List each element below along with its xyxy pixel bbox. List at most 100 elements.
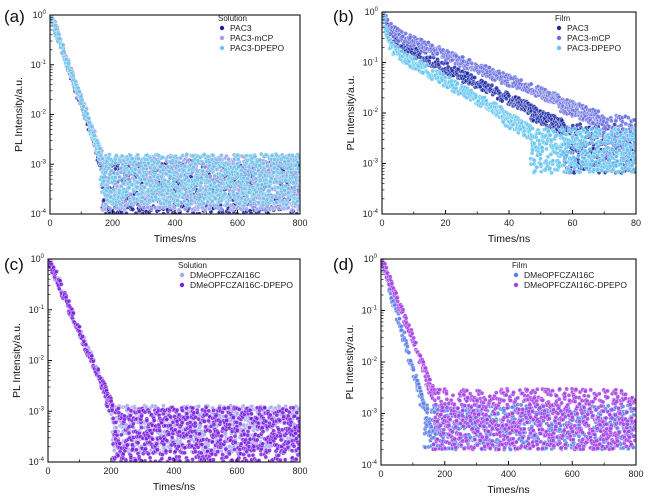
data-point (246, 164, 252, 170)
data-point (382, 12, 384, 13)
data-point (133, 211, 139, 214)
data-point (86, 116, 92, 121)
data-point (240, 191, 246, 196)
data-point (201, 152, 207, 157)
data-point (108, 194, 113, 200)
data-point (252, 171, 258, 176)
data-point (469, 61, 475, 66)
data-point (129, 201, 135, 207)
data-point (284, 202, 289, 207)
data-point (122, 207, 127, 213)
data-point (538, 152, 543, 157)
data-point (274, 152, 279, 158)
data-point (472, 75, 477, 80)
data-point (167, 200, 172, 205)
data-point (134, 184, 140, 190)
data-point (225, 201, 230, 207)
data-point (258, 186, 264, 191)
data-point (460, 54, 466, 60)
data-point (271, 170, 276, 175)
data-point (557, 160, 562, 166)
data-point (89, 124, 95, 130)
data-point (150, 191, 156, 197)
data-point (219, 206, 224, 211)
data-point (257, 157, 263, 163)
data-point (210, 198, 215, 204)
data-point (105, 185, 111, 191)
data-point (113, 160, 118, 166)
data-point (277, 179, 283, 185)
x-axis-title: Times/ns (154, 233, 196, 245)
data-point (53, 26, 59, 32)
data-point (435, 51, 440, 56)
legend-label: PAC3-mCP (230, 33, 274, 43)
data-point (538, 161, 544, 167)
data-point (601, 130, 607, 135)
data-point (188, 192, 194, 197)
data-point (271, 161, 276, 166)
data-point (175, 202, 181, 208)
data-point (132, 170, 137, 176)
data-point (551, 129, 557, 134)
data-point (197, 192, 202, 198)
data-point (210, 152, 216, 158)
data-point (137, 169, 142, 175)
data-point (71, 73, 76, 78)
x-tick-label: 400 (167, 218, 182, 228)
data-point (260, 202, 266, 208)
data-point (282, 188, 287, 193)
data-point (212, 180, 217, 186)
data-point (53, 23, 58, 28)
data-point (561, 162, 567, 168)
data-point (455, 81, 460, 86)
data-point (200, 168, 205, 174)
data-point (288, 170, 294, 175)
data-point (220, 210, 225, 214)
data-point (267, 183, 272, 189)
data-point (632, 117, 636, 123)
data-point (209, 157, 215, 162)
data-point (261, 196, 266, 201)
data-point (149, 178, 154, 183)
data-point (124, 173, 129, 178)
data-point (97, 146, 103, 152)
data-point (140, 195, 145, 200)
data-point (198, 180, 204, 186)
data-point (467, 57, 472, 63)
x-tick-label: 200 (105, 218, 120, 228)
legend-title: Solution (218, 14, 247, 23)
data-point (561, 128, 566, 134)
data-point (568, 150, 574, 155)
data-point (158, 164, 163, 170)
data-point (160, 167, 166, 173)
y-tick-label: 10-3 (31, 159, 47, 169)
y-tick-label: 10-1 (31, 60, 47, 70)
data-point (144, 181, 150, 187)
data-point (547, 132, 553, 138)
data-point (253, 176, 259, 181)
y-tick-label: 10-2 (31, 110, 47, 120)
data-point (399, 49, 404, 54)
data-point (263, 152, 269, 157)
data-point (242, 186, 248, 192)
data-point (273, 200, 279, 205)
data-point (237, 201, 242, 206)
data-point (569, 129, 574, 134)
data-point (246, 172, 252, 178)
data-point (142, 185, 148, 190)
data-point (142, 177, 147, 182)
data-point (207, 206, 212, 212)
series-pac3-dpepo (50, 15, 300, 208)
data-point (152, 165, 157, 171)
data-point (544, 146, 549, 152)
data-point (554, 132, 560, 138)
data-points (382, 12, 636, 176)
data-point (103, 170, 108, 175)
data-point (506, 93, 512, 99)
data-point (170, 176, 176, 181)
data-point (159, 192, 165, 198)
data-point (538, 156, 543, 162)
data-point (136, 156, 141, 161)
data-point (620, 119, 625, 125)
data-point (489, 83, 495, 88)
